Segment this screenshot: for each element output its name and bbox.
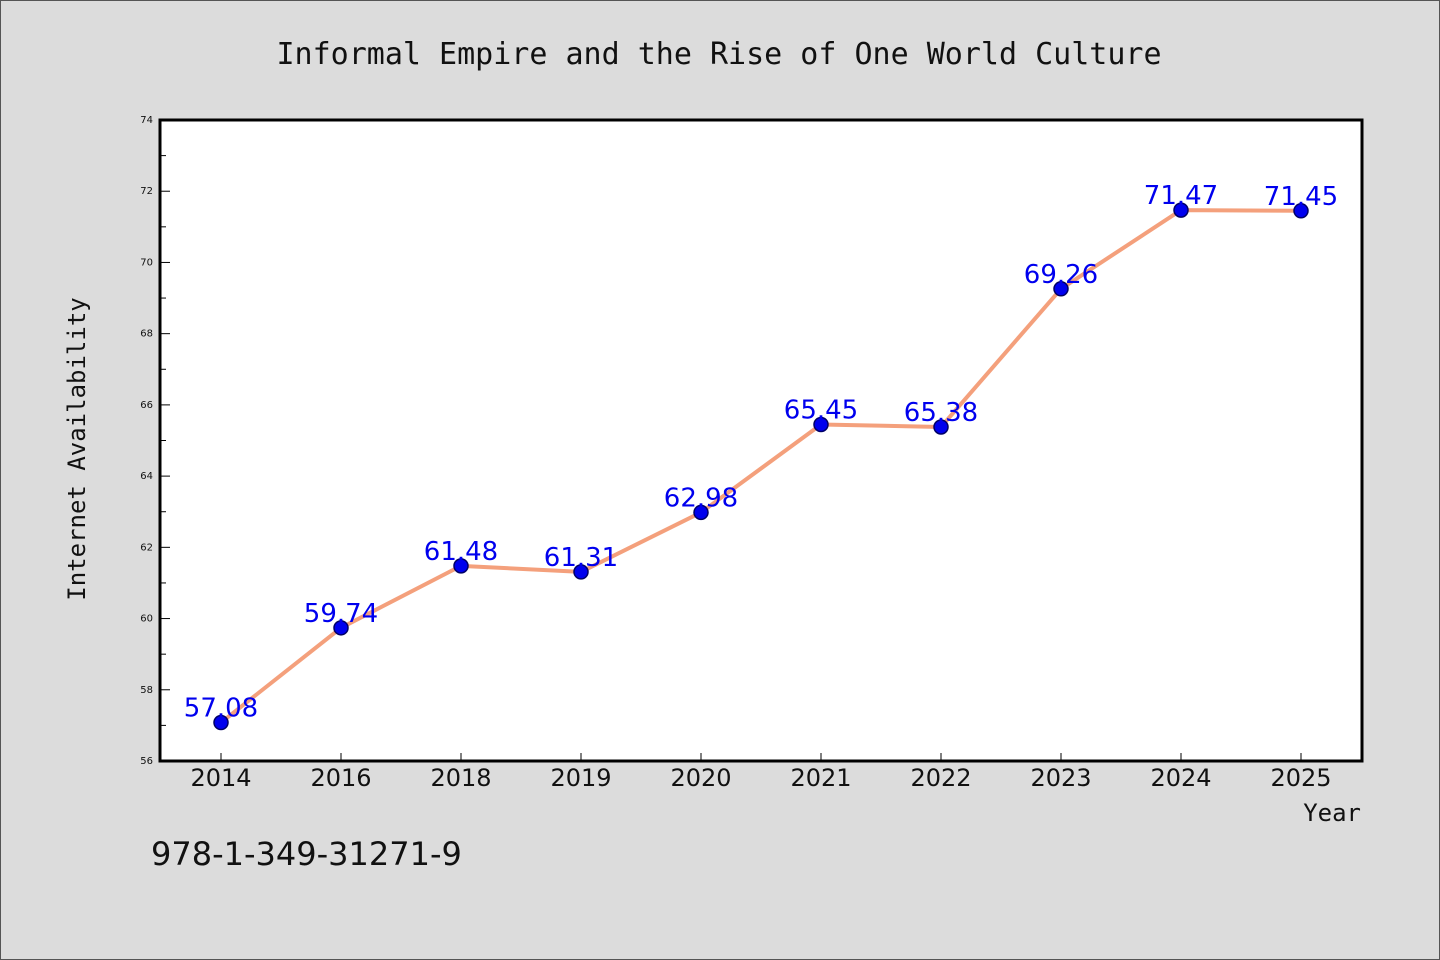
x-axis-label: Year [1303, 799, 1361, 827]
data-label: 71.47 [1144, 181, 1218, 211]
y-tick-label: 74 [140, 115, 153, 126]
data-point [1053, 281, 1069, 297]
data-label: 59.74 [304, 599, 378, 629]
footer-isbn: 978-1-349-31271-9 [151, 835, 462, 873]
y-tick-label: 60 [140, 614, 153, 625]
data-point [453, 558, 469, 574]
y-axis-ticks: 56 58 60 62 64 66 68 70 72 74 [140, 115, 170, 767]
y-axis-label: Internet Availability [63, 297, 91, 600]
data-point [573, 564, 589, 580]
data-label: 65.38 [904, 398, 978, 428]
x-tick-label: 2016 [310, 764, 371, 792]
x-tick-label: 2025 [1270, 764, 1331, 792]
data-label: 65.45 [784, 395, 858, 425]
data-label: 69.26 [1024, 260, 1098, 290]
x-axis-ticks: 2014 2016 2018 2019 2020 2021 2022 2023 2024 2025 [190, 753, 1332, 792]
data-label: 71.45 [1264, 182, 1338, 212]
data-point [693, 504, 709, 521]
data-point [933, 419, 949, 435]
data-point [1293, 203, 1309, 219]
x-tick-label: 2024 [1150, 764, 1211, 792]
data-point [333, 620, 349, 636]
data-point [213, 714, 229, 731]
data-label: 61.31 [544, 543, 618, 573]
data-point [813, 416, 829, 433]
data-point [1173, 202, 1189, 218]
y-tick-label: 64 [140, 471, 153, 482]
x-tick-label: 2019 [550, 764, 611, 792]
y-tick-label: 56 [140, 756, 153, 767]
x-tick-label: 2018 [430, 764, 491, 792]
x-tick-label: 2023 [1030, 764, 1091, 792]
data-label: 61.48 [424, 537, 498, 567]
data-label: 62.98 [664, 483, 738, 513]
x-tick-label: 2020 [670, 764, 731, 792]
x-tick-label: 2014 [190, 764, 251, 792]
series-line [219, 208, 1303, 725]
data-label: 57.08 [184, 694, 258, 724]
y-tick-label: 66 [140, 400, 153, 411]
y-tick-label: 62 [140, 542, 153, 553]
y-tick-label: 58 [140, 685, 153, 696]
data-labels: 57.08 59.74 61.48 61.31 62.98 65.45 65.38 69.26… [184, 181, 1338, 723]
y-tick-label: 70 [140, 257, 153, 268]
data-markers [213, 202, 1309, 731]
y-tick-label: 72 [140, 186, 153, 197]
x-tick-label: 2022 [910, 764, 971, 792]
y-tick-label: 68 [140, 329, 153, 340]
x-tick-label: 2021 [790, 764, 851, 792]
chart-title: Informal Empire and the Rise of One Worl… [276, 37, 1161, 72]
plot-area [158, 118, 1364, 763]
